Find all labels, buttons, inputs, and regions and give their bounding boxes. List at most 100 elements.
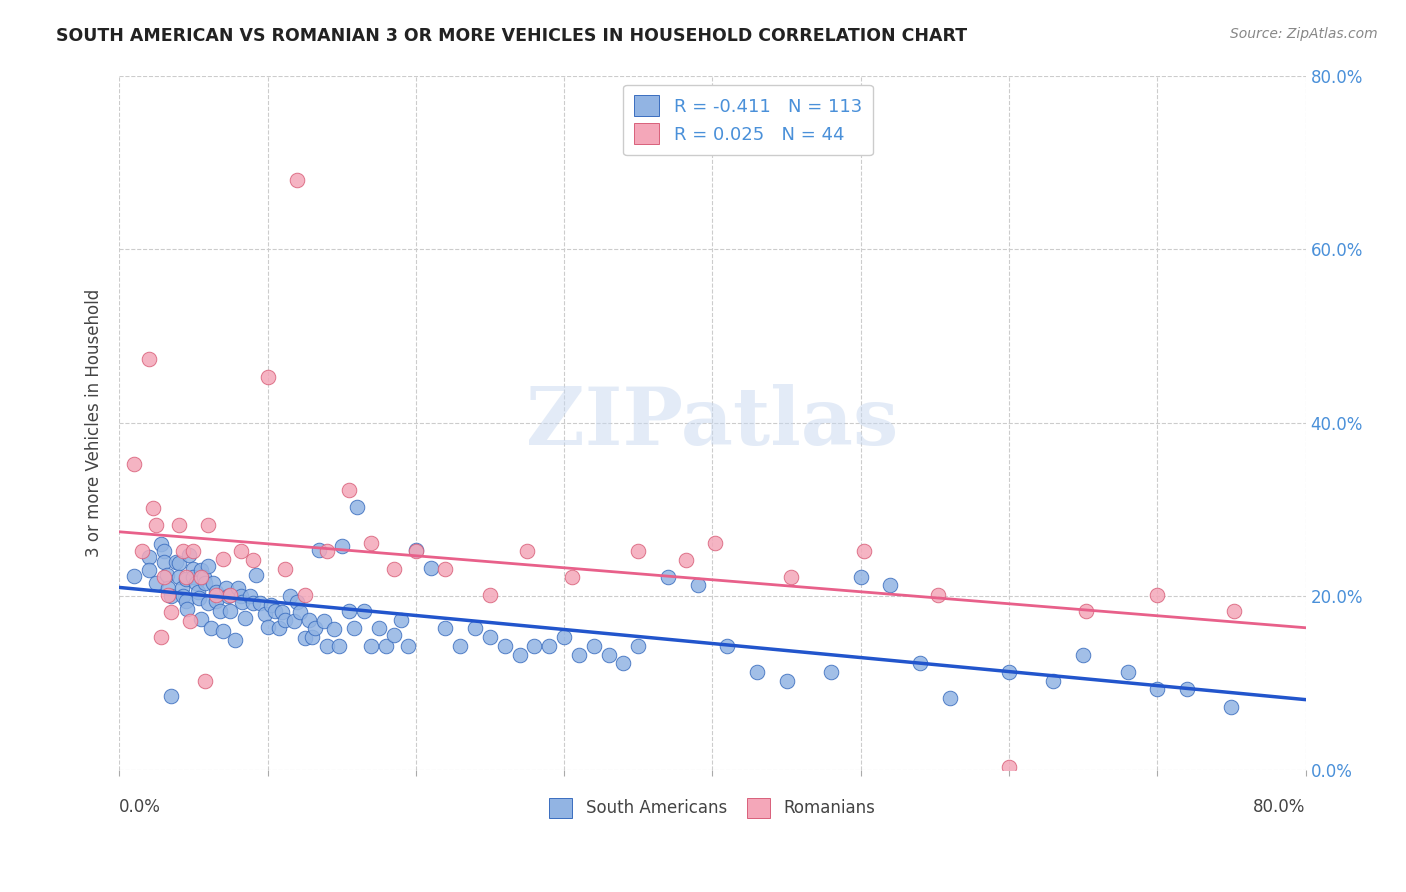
Point xyxy=(360,535,382,549)
Point xyxy=(675,553,697,567)
Point xyxy=(253,607,276,621)
Point xyxy=(285,595,308,609)
Legend: South Americans, Romanians: South Americans, Romanians xyxy=(543,791,883,824)
Point xyxy=(197,596,219,610)
Point xyxy=(157,588,180,602)
Point xyxy=(337,604,360,618)
Y-axis label: 3 or more Vehicles in Household: 3 or more Vehicles in Household xyxy=(86,289,103,557)
Point xyxy=(353,604,375,618)
Text: Source: ZipAtlas.com: Source: ZipAtlas.com xyxy=(1230,27,1378,41)
Text: 0.0%: 0.0% xyxy=(120,797,162,816)
Point xyxy=(165,555,187,569)
Point xyxy=(187,585,209,599)
Point xyxy=(160,590,183,604)
Point xyxy=(271,605,294,619)
Point xyxy=(323,623,346,637)
Point xyxy=(1223,604,1246,618)
Point xyxy=(405,544,427,558)
Point xyxy=(174,572,197,586)
Point xyxy=(382,628,405,642)
Point xyxy=(152,570,174,584)
Point xyxy=(183,561,205,575)
Point xyxy=(775,673,797,688)
Point xyxy=(167,557,190,571)
Point xyxy=(852,544,875,558)
Point xyxy=(209,604,232,618)
Point xyxy=(229,590,252,604)
Point xyxy=(337,483,360,497)
Point xyxy=(138,352,160,367)
Point xyxy=(1071,648,1094,662)
Text: SOUTH AMERICAN VS ROMANIAN 3 OR MORE VEHICLES IN HOUSEHOLD CORRELATION CHART: SOUTH AMERICAN VS ROMANIAN 3 OR MORE VEH… xyxy=(56,27,967,45)
Point xyxy=(938,690,960,705)
Point xyxy=(160,690,183,704)
Point xyxy=(523,639,546,653)
Point xyxy=(190,563,212,577)
Point xyxy=(434,622,457,636)
Point xyxy=(627,544,650,558)
Point xyxy=(405,543,427,558)
Point xyxy=(138,550,160,565)
Point xyxy=(375,639,398,653)
Point xyxy=(160,605,183,619)
Point xyxy=(190,570,212,584)
Point xyxy=(156,567,179,582)
Point xyxy=(704,535,727,549)
Point xyxy=(226,581,249,595)
Point xyxy=(464,622,486,636)
Point xyxy=(312,614,335,628)
Point xyxy=(177,548,200,562)
Point xyxy=(998,760,1021,774)
Point xyxy=(283,614,305,628)
Point xyxy=(1116,665,1139,679)
Point xyxy=(239,590,262,604)
Point xyxy=(215,581,238,595)
Point xyxy=(879,578,901,592)
Point xyxy=(264,604,287,618)
Point xyxy=(360,639,382,653)
Point xyxy=(419,560,441,574)
Point xyxy=(142,500,165,515)
Point xyxy=(278,590,301,604)
Point xyxy=(301,630,323,644)
Point xyxy=(1175,682,1198,697)
Point xyxy=(274,561,297,575)
Point xyxy=(256,620,278,634)
Point xyxy=(780,570,803,584)
Point xyxy=(170,581,193,595)
Point xyxy=(179,614,201,628)
Point xyxy=(217,590,239,604)
Point xyxy=(449,639,471,653)
Point xyxy=(190,612,212,626)
Point xyxy=(183,544,205,558)
Point xyxy=(294,631,316,645)
Point xyxy=(259,598,281,612)
Point xyxy=(194,674,217,689)
Point xyxy=(167,518,190,533)
Point xyxy=(194,576,217,591)
Point xyxy=(183,570,205,584)
Point xyxy=(494,639,516,653)
Point xyxy=(167,570,190,584)
Point xyxy=(998,665,1021,679)
Point xyxy=(328,639,350,653)
Point xyxy=(149,630,172,644)
Point xyxy=(716,639,738,653)
Point xyxy=(308,543,330,558)
Point xyxy=(131,544,153,558)
Point xyxy=(478,588,501,602)
Point xyxy=(1146,588,1168,602)
Point xyxy=(152,544,174,558)
Point xyxy=(627,639,650,653)
Point xyxy=(516,544,538,558)
Point xyxy=(342,622,364,636)
Point xyxy=(820,665,842,679)
Point xyxy=(249,596,271,610)
Point xyxy=(1042,673,1064,688)
Point xyxy=(145,518,167,533)
Point xyxy=(197,518,219,533)
Point xyxy=(188,591,211,606)
Point xyxy=(434,561,457,575)
Text: 80.0%: 80.0% xyxy=(1253,797,1306,816)
Point xyxy=(509,648,531,662)
